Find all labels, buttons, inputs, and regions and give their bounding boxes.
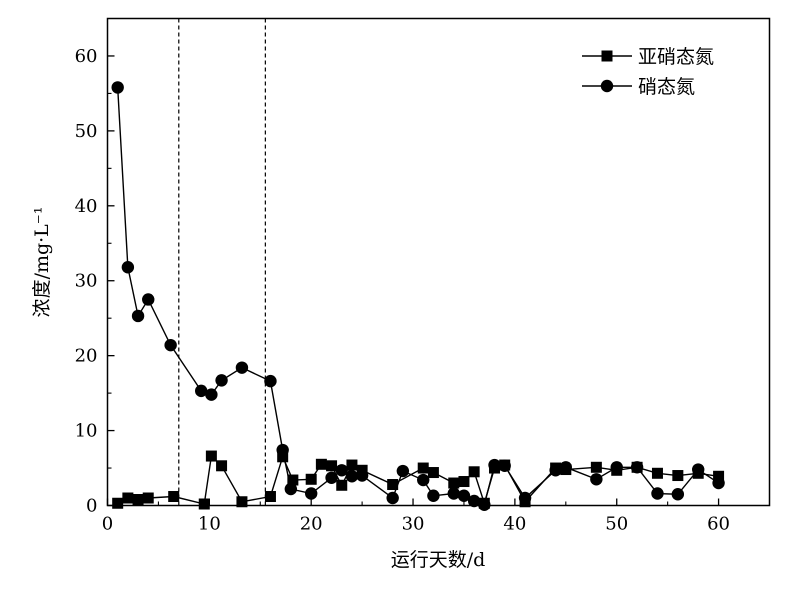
legend-label: 硝态氮 [638, 76, 695, 98]
y-axis-ticks: 0 10 20 30 40 50 60 [75, 46, 115, 517]
y-tick-label: 50 [75, 121, 98, 142]
data-point-square [458, 476, 470, 488]
data-point-circle [142, 293, 155, 306]
x-tick-label: 60 [707, 514, 730, 535]
data-point-circle [427, 489, 440, 502]
x-tick-label: 20 [300, 514, 323, 535]
x-tick-label: 30 [402, 514, 425, 535]
data-point-circle [590, 473, 603, 486]
y-tick-label: 40 [75, 196, 98, 217]
data-point-circle [164, 338, 177, 352]
data-point-circle [386, 491, 399, 505]
data-point-square [205, 450, 217, 462]
x-axis-ticks: 0 10 20 30 40 50 60 [102, 498, 730, 535]
data-point-circle [549, 464, 562, 477]
x-tick-label: 40 [503, 514, 526, 535]
data-point-circle [325, 471, 338, 484]
series-layer [111, 81, 725, 511]
data-point-circle [194, 384, 208, 398]
data-point-circle [111, 81, 124, 94]
data-point-square [468, 466, 480, 478]
data-point-square [236, 496, 248, 508]
data-point-square [216, 460, 228, 472]
data-point-circle [396, 464, 410, 478]
series-line [116, 87, 719, 506]
x-tick-label: 10 [198, 514, 221, 535]
data-point-square [305, 473, 317, 485]
plot-frame [106, 17, 771, 507]
data-point-square [713, 470, 725, 482]
legend-marker-circle [600, 79, 614, 93]
data-point-square [122, 492, 134, 504]
data-point-square [142, 492, 154, 504]
data-point-square [132, 494, 144, 506]
data-point-circle [712, 476, 725, 490]
data-point-circle [518, 491, 532, 505]
data-point-square [198, 498, 210, 510]
legend-label: 亚硝态氮 [638, 46, 714, 68]
data-point-circle [355, 469, 369, 482]
data-point-circle [467, 494, 481, 508]
data-point-square [427, 467, 439, 479]
data-point-circle [335, 464, 348, 477]
data-point-circle [651, 487, 664, 500]
phase-divider-lines [178, 18, 266, 506]
y-axis-label: 浓度/mg·L⁻¹ [31, 207, 53, 318]
legend-marker-square [601, 50, 613, 62]
data-point-square [651, 467, 663, 479]
data-point-circle [447, 487, 460, 500]
data-point-circle [630, 461, 644, 474]
data-point-circle [559, 461, 573, 474]
data-point-circle [417, 473, 430, 487]
data-point-circle [345, 470, 359, 483]
data-point-circle [457, 489, 471, 502]
y-tick-label: 10 [75, 421, 98, 442]
x-tick-label: 0 [102, 514, 113, 535]
data-point-circle [215, 374, 228, 387]
data-point-square [112, 497, 124, 509]
data-point-square [287, 474, 299, 486]
data-point-circle [304, 487, 318, 500]
data-point-circle [478, 498, 491, 511]
data-point-square [448, 477, 460, 489]
x-tick-label: 50 [605, 514, 628, 535]
y-tick-label: 20 [75, 346, 98, 367]
data-point-circle [498, 459, 511, 472]
y-tick-label: 60 [75, 46, 98, 67]
data-point-circle [264, 374, 277, 388]
data-point-square [277, 451, 289, 463]
data-point-square [387, 479, 399, 491]
data-point-square [672, 470, 684, 482]
y-tick-label: 0 [86, 496, 97, 517]
data-point-circle [276, 443, 289, 457]
data-point-square [315, 458, 327, 470]
data-point-square [264, 491, 276, 503]
data-point-square [417, 462, 429, 474]
y-tick-label: 30 [75, 271, 98, 292]
data-point-circle [205, 388, 218, 401]
data-point-circle [692, 463, 705, 476]
data-point-square [590, 461, 602, 473]
data-point-circle [610, 461, 623, 474]
data-point-circle [131, 309, 145, 323]
data-point-square [326, 460, 338, 472]
x-axis-label: 运行天数/d [391, 549, 486, 571]
data-point-circle [235, 361, 249, 374]
data-point-circle [488, 458, 501, 472]
data-point-circle [671, 488, 685, 501]
data-point-circle [121, 261, 135, 274]
data-point-circle [284, 482, 298, 496]
data-point-square [336, 479, 348, 491]
data-point-square [168, 491, 180, 503]
data-point-square [346, 459, 358, 471]
